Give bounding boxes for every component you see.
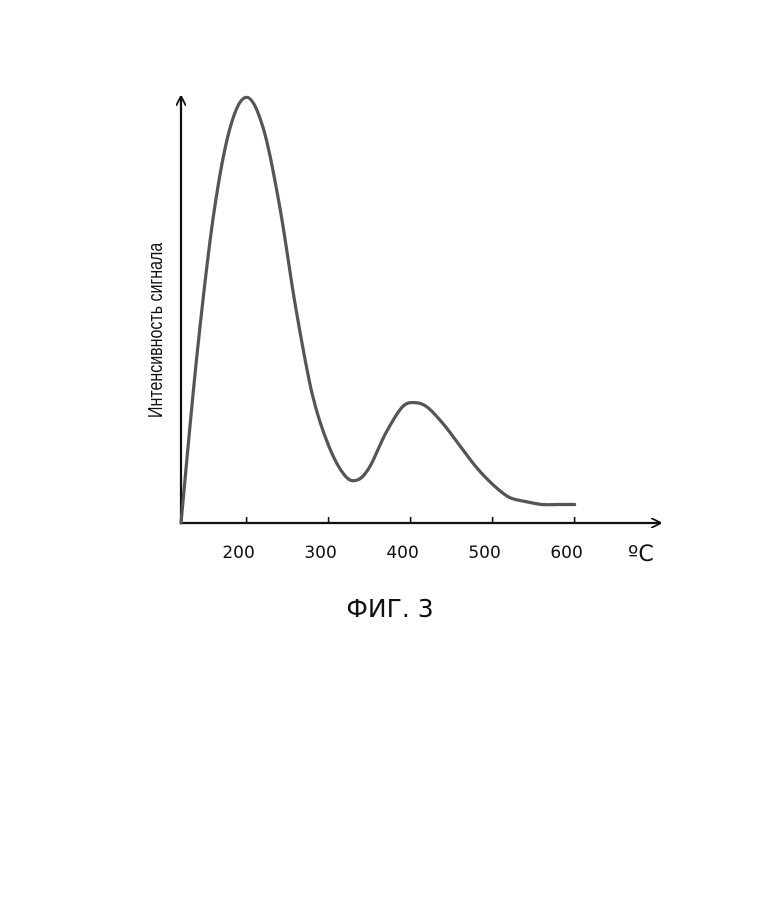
x-unit-label: ºC [628,542,654,567]
x-tick-label: 500 [468,543,500,563]
x-tick-label: 600 [550,543,582,563]
signal-curve [181,97,575,523]
x-tick-label: 400 [386,543,418,563]
y-axis-label: Интенсивность сигнала [144,242,166,418]
x-tick-label: 200 [222,543,254,563]
x-tick-label: 300 [304,543,336,563]
x-tick-labels: 200 300 400 500 600 [222,543,582,563]
figure-caption: ФИГ. 3 [0,594,780,623]
